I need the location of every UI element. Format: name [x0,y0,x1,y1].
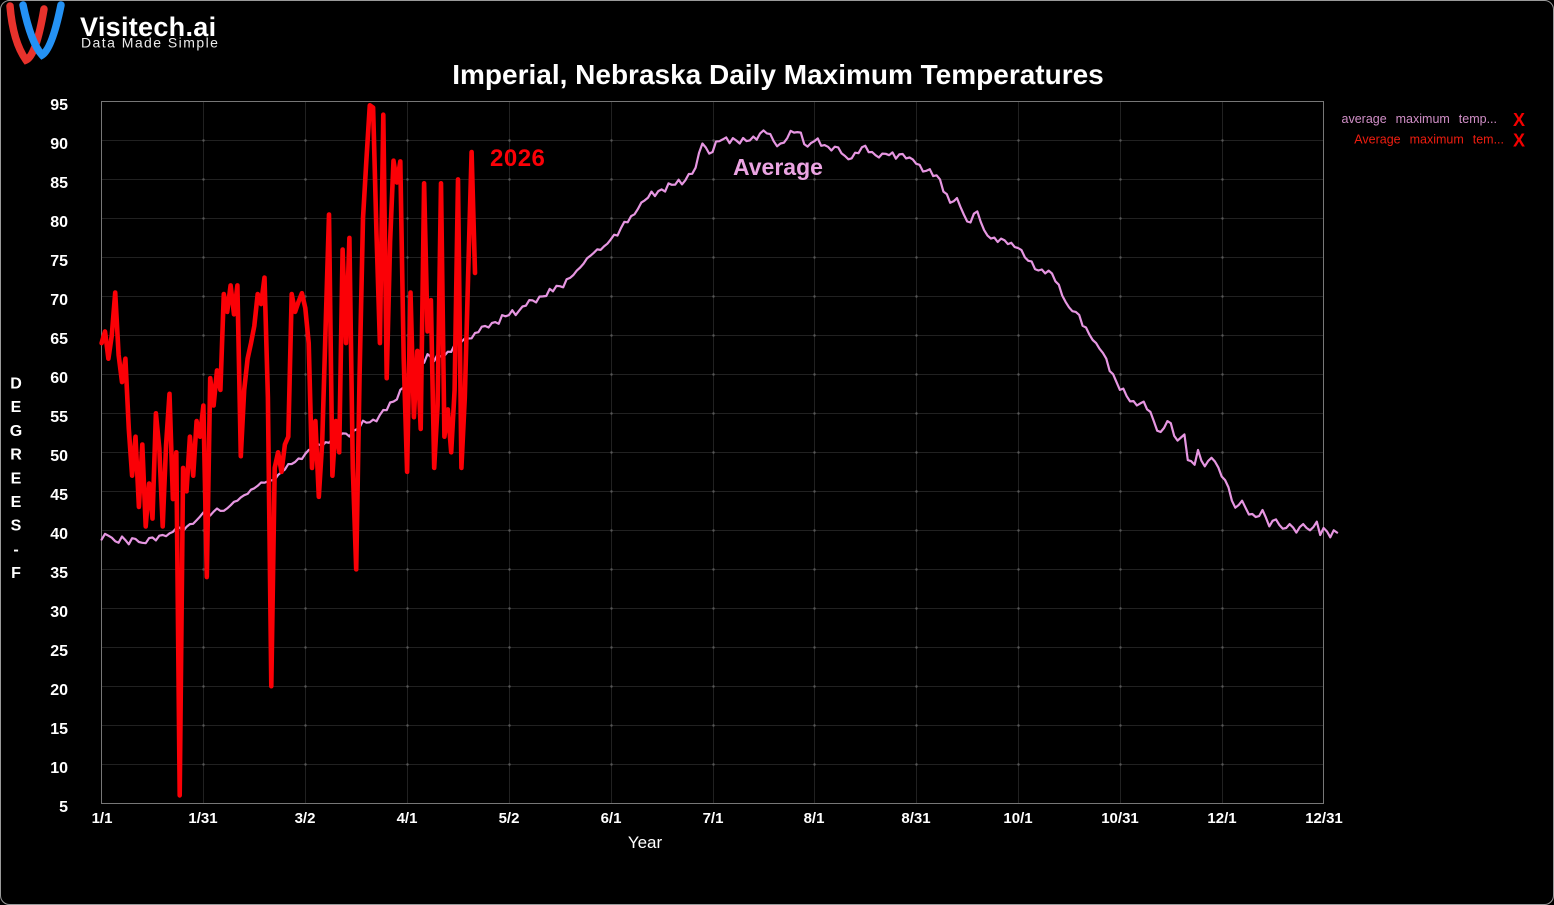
svg-text:-: - [13,541,18,558]
svg-text:G: G [10,423,22,440]
svg-text:90: 90 [50,136,68,153]
svg-text:95: 95 [50,97,68,114]
svg-text:Year: Year [628,833,663,852]
svg-text:1/1: 1/1 [92,810,113,827]
svg-text:4/1: 4/1 [397,810,418,827]
svg-text:Data Made Simple: Data Made Simple [81,35,219,51]
svg-text:65: 65 [50,331,68,348]
svg-text:80: 80 [50,214,68,231]
svg-text:X: X [1513,131,1525,151]
svg-text:E: E [11,494,22,511]
svg-text:2026: 2026 [490,145,545,172]
svg-text:45: 45 [50,487,68,504]
svg-text:D: D [10,376,22,393]
svg-text:12/31: 12/31 [1305,810,1343,827]
svg-text:15: 15 [50,721,68,738]
svg-text:40: 40 [50,526,68,543]
svg-text:30: 30 [50,604,68,621]
svg-text:1/31: 1/31 [188,810,217,827]
svg-text:25: 25 [50,643,68,660]
svg-text:E: E [11,470,22,487]
svg-text:X: X [1513,110,1525,130]
svg-text:85: 85 [50,175,68,192]
svg-text:Visitech.ai: Visitech.ai [80,12,216,42]
svg-text:3/2: 3/2 [295,810,316,827]
svg-text:7/1: 7/1 [703,810,724,827]
svg-text:5/2: 5/2 [499,810,520,827]
svg-text:55: 55 [50,409,68,426]
svg-text:E: E [11,399,22,416]
svg-text:10/1: 10/1 [1003,810,1032,827]
svg-text:8/1: 8/1 [804,810,825,827]
svg-text:F: F [11,565,21,582]
svg-text:50: 50 [50,448,68,465]
svg-text:R: R [10,447,22,464]
svg-text:6/1: 6/1 [601,810,622,827]
svg-text:35: 35 [50,565,68,582]
svg-text:average maximum temp...: average maximum temp... [1342,112,1498,126]
svg-text:S: S [11,518,22,535]
svg-text:20: 20 [50,682,68,699]
svg-text:12/1: 12/1 [1207,810,1236,827]
svg-text:60: 60 [50,370,68,387]
svg-text:75: 75 [50,253,68,270]
svg-text:Average: Average [733,154,823,180]
svg-text:Average maximum tem...: Average maximum tem... [1354,133,1504,147]
svg-text:70: 70 [50,292,68,309]
svg-text:Imperial, Nebraska Daily Maxim: Imperial, Nebraska Daily Maximum Tempera… [452,59,1104,90]
svg-text:8/31: 8/31 [901,810,930,827]
svg-text:10/31: 10/31 [1101,810,1139,827]
svg-text:10: 10 [50,760,68,777]
svg-text:5: 5 [59,799,68,816]
